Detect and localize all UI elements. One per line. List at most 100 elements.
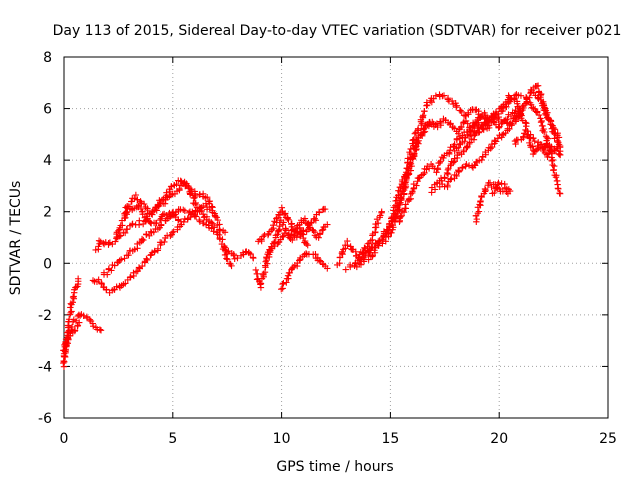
data-point [493,184,500,191]
data-series [60,82,564,370]
data-point [378,208,385,215]
data-track [100,206,235,278]
data-point [144,210,152,217]
data-track [60,319,83,354]
data-point [123,209,130,216]
data-point [230,252,237,259]
data-point [268,226,276,233]
data-point [126,203,134,211]
data-track [489,179,514,197]
data-point [112,238,119,245]
data-point [481,185,489,193]
data-point [138,199,145,207]
data-point [466,139,474,146]
data-point [273,214,281,222]
data-point [300,227,307,234]
data-point [540,106,548,114]
data-point [548,157,556,165]
data-point [207,219,215,226]
data-point [544,153,551,161]
data-point [495,179,502,186]
data-point [318,227,326,234]
data-point [116,257,123,264]
data-point [441,174,448,181]
data-point [180,218,187,226]
data-point [506,187,514,195]
data-point [111,262,118,269]
data-point [113,283,120,290]
data-point [131,246,138,253]
data-point [538,90,545,98]
data-point [176,185,183,193]
data-point [116,226,123,233]
data-point [550,166,557,173]
data-point [301,237,309,245]
data-point [191,194,198,201]
data-point [115,258,122,266]
data-point [505,99,512,107]
data-point [140,236,147,244]
data-point [374,219,382,227]
data-track [365,91,490,263]
data-point [499,107,506,115]
data-point [278,204,286,211]
data-point [549,161,556,169]
data-point [361,244,368,252]
data-point [444,94,452,102]
data-point [89,277,97,284]
data-point [486,179,494,187]
x-tick-label: 20 [490,431,508,447]
data-point [219,236,226,243]
y-tick-label: -2 [38,308,52,324]
data-point [399,188,406,195]
data-point [96,326,104,333]
data-point [71,327,79,334]
data-point [187,191,194,198]
data-point [301,215,309,222]
data-point [523,122,530,130]
data-point [315,208,323,216]
data-point [448,97,456,105]
data-point [68,323,76,331]
data-point [138,235,146,243]
data-point [74,322,82,329]
data-point [129,220,136,228]
data-point [498,131,506,139]
data-point [419,171,427,178]
data-point [434,165,441,172]
y-tick-label: 6 [43,102,52,118]
data-point [76,319,83,326]
data-point [210,223,218,231]
data-point [131,195,138,202]
data-track [527,86,564,159]
data-point [469,128,477,136]
y-tick-label: 8 [43,50,52,66]
data-point [510,94,518,102]
data-point [495,124,502,132]
data-point [311,215,318,222]
data-point [375,242,382,249]
data-point [477,197,484,205]
data-point [465,111,472,118]
data-point [409,137,416,144]
data-point [353,263,361,271]
data-point [196,216,203,224]
data-point [202,200,210,207]
data-point [213,214,220,221]
data-point [362,251,369,259]
data-point [122,280,129,287]
data-point [158,221,165,228]
data-track [122,177,218,231]
data-point [192,199,199,207]
data-track [89,221,185,296]
data-point [414,125,422,132]
data-point [121,229,129,237]
data-point [210,228,217,235]
data-point [68,308,75,315]
data-point [65,336,72,343]
data-point [403,165,411,172]
data-point [113,229,121,236]
data-point [475,124,482,131]
y-tick-label: 0 [43,256,52,272]
data-point [457,107,464,114]
